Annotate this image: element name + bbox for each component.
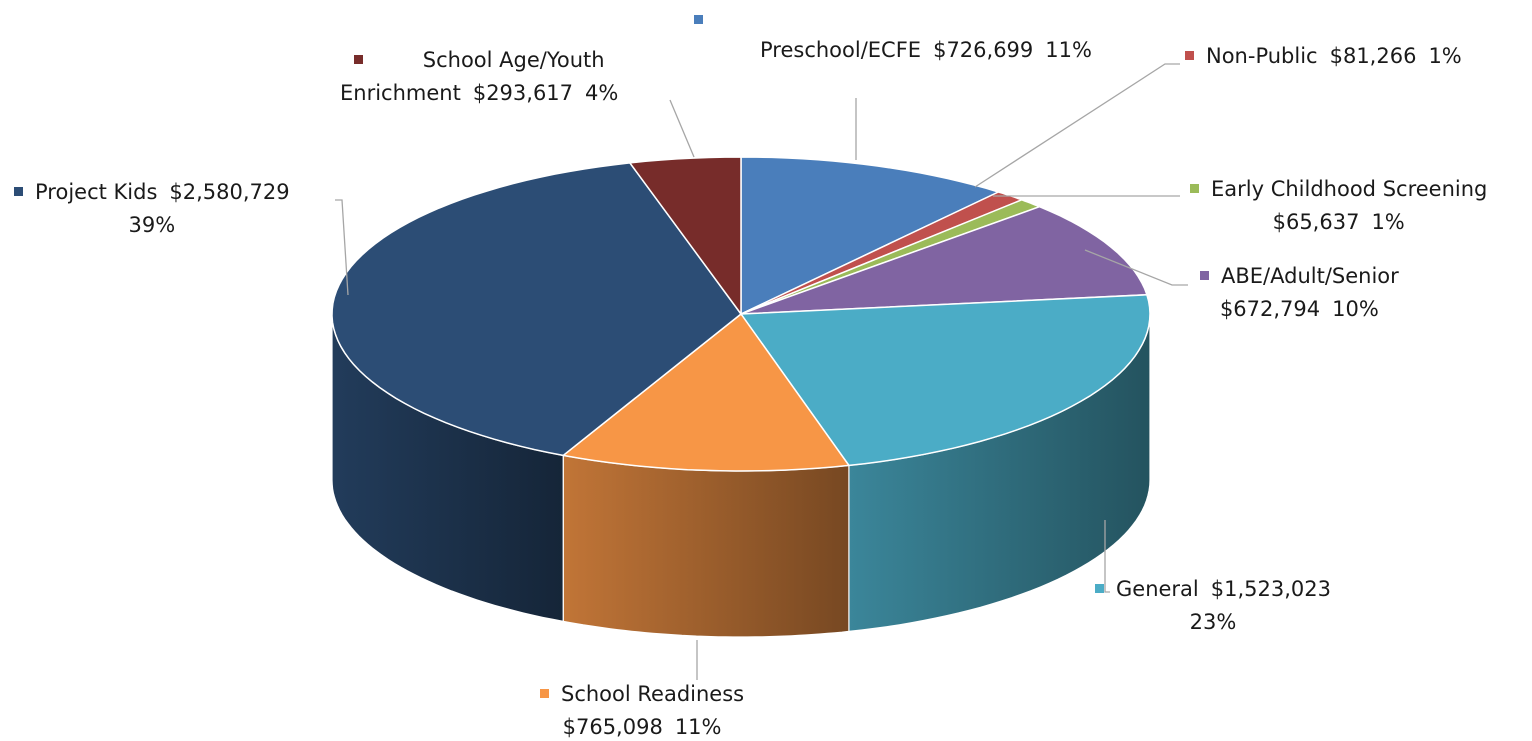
label-pct-early-childhood-screening: 1% [1371, 210, 1405, 234]
leader-line-school-age-youth-enrichment [669, 99, 695, 158]
slice-school-age-youth-enrichment [628, 156, 742, 317]
label-name-project-kids: Project Kids [35, 180, 158, 204]
leader-lines [335, 63, 1188, 680]
label-name-school-age-youth-1: School Age/Youth [422, 48, 605, 72]
label-name-non-public: Non-Public [1206, 44, 1318, 68]
marker-preschool-ecfe [694, 15, 703, 24]
side-school-readiness [562, 454, 850, 638]
label-name-preschool-ecfe: Preschool/ECFE [760, 38, 922, 62]
label-name-early-childhood-screening: Early Childhood Screening [1211, 177, 1488, 201]
marker-abe-adult-senior [1200, 271, 1209, 280]
label-name-school-age-youth-2: Enrichment [340, 81, 461, 105]
slice-project-kids [331, 162, 743, 457]
marker-project-kids [14, 187, 23, 196]
marker-non-public [1185, 51, 1194, 60]
label-amount-school-age-youth: $293,617 [472, 81, 574, 105]
leader-line-project-kids [335, 199, 349, 296]
label-amount-general: $1,523,023 [1210, 577, 1332, 601]
data-label-non-public: Non-Public $81,266 1% [1185, 42, 1462, 70]
data-label-project-kids: Project Kids $2,580,729 39% [14, 178, 290, 239]
label-name-general: General [1116, 577, 1199, 601]
leader-line-general [1104, 520, 1110, 593]
pie-top-faces [331, 156, 1151, 472]
label-amount-early-childhood-screening: $65,637 [1272, 210, 1360, 234]
data-label-abe-adult-senior: ABE/Adult/Senior $672,794 10% [1200, 262, 1399, 323]
label-amount-project-kids: $2,580,729 [169, 180, 290, 204]
label-pct-school-age-youth: 4% [585, 81, 619, 105]
data-label-preschool-ecfe-text: Preschool/ECFE $726,699 11% [760, 36, 1092, 64]
data-label-early-childhood-screening: Early Childhood Screening $65,637 1% [1190, 175, 1487, 236]
label-pct-preschool-ecfe: 11% [1045, 38, 1092, 62]
label-pct-school-readiness: 11% [674, 715, 722, 739]
marker-school-age-youth [353, 55, 363, 64]
marker-early-childhood-screening [1190, 184, 1199, 193]
data-label-school-age-youth: School Age/Youth Enrichment $293,617 4% [340, 46, 618, 107]
label-amount-preschool-ecfe: $726,699 [933, 38, 1034, 62]
data-label-school-readiness: School Readiness $765,098 11% [540, 680, 744, 741]
data-label-general: General $1,523,023 23% [1095, 575, 1331, 636]
label-pct-abe-adult-senior: 10% [1332, 297, 1379, 321]
label-amount-abe-adult-senior: $672,794 [1219, 297, 1321, 321]
label-amount-non-public: $81,266 [1329, 44, 1417, 68]
label-name-abe-adult-senior: ABE/Adult/Senior [1221, 264, 1399, 288]
leader-line-non-public [974, 63, 1180, 188]
slice-abe-adult-senior [740, 205, 1148, 315]
slice-preschool-ecfe [740, 156, 1001, 316]
slice-school-readiness [561, 312, 851, 472]
data-label-preschool-ecfe [694, 6, 715, 26]
slice-general [739, 294, 1151, 467]
label-amount-school-readiness: $765,098 [562, 715, 663, 739]
leader-line-abe-adult-senior [1084, 249, 1188, 286]
pie-side-walls [331, 313, 1151, 638]
label-pct-project-kids: 39% [128, 213, 176, 237]
label-pct-non-public: 1% [1428, 44, 1462, 68]
marker-school-readiness [540, 689, 549, 698]
marker-general [1095, 584, 1104, 593]
label-name-school-readiness: School Readiness [561, 682, 745, 706]
label-pct-general: 23% [1189, 610, 1237, 634]
